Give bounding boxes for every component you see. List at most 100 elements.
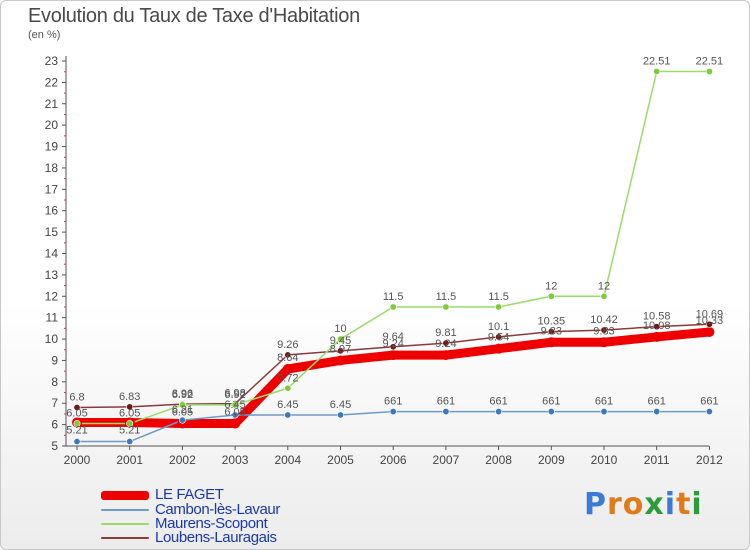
data-label: 10.1 (488, 321, 509, 333)
data-point (442, 408, 450, 416)
data-point (705, 67, 713, 75)
data-label: 9.24 (382, 338, 403, 350)
data-point (600, 408, 608, 416)
data-label: 10.69 (696, 308, 724, 320)
data-label: 9.24 (435, 338, 456, 350)
data-point (546, 337, 557, 348)
data-label: 6.21 (172, 404, 193, 416)
data-label: 8.97 (330, 343, 351, 355)
data-point (73, 403, 81, 411)
y-tick-label: 16 (45, 204, 59, 218)
data-label: 6.98 (224, 388, 245, 400)
data-point (495, 303, 503, 311)
data-point (73, 420, 81, 428)
data-point (442, 339, 450, 347)
data-point (547, 408, 555, 416)
data-point (599, 337, 609, 348)
data-label: 6.05 (66, 408, 87, 420)
data-label: 5.21 (66, 425, 87, 437)
data-label: 6.83 (119, 391, 140, 403)
y-tick-label: 15 (45, 225, 59, 239)
data-label: 10.08 (643, 320, 671, 332)
y-tick-label: 12 (45, 289, 59, 303)
x-tick-label: 2011 (644, 453, 670, 467)
data-label: 6.05 (119, 408, 140, 420)
y-tick-label: 22 (45, 75, 59, 89)
y-tick-label: 23 (45, 54, 59, 68)
data-point (336, 335, 344, 343)
data-point (284, 351, 292, 359)
data-point (495, 408, 503, 416)
data-point (388, 350, 399, 361)
data-label: 10.58 (643, 311, 671, 323)
data-label: 11.5 (488, 291, 509, 303)
data-label: 5.21 (119, 425, 140, 437)
y-tick-label: 9 (51, 353, 58, 367)
chart-title: Evolution du Taux de Taxe d'Habitation (28, 5, 360, 27)
data-point (73, 438, 81, 446)
y-tick-label: 6 (51, 418, 58, 432)
data-point (440, 350, 451, 361)
data-point (705, 408, 713, 416)
data-label: 661 (700, 396, 718, 408)
logo-letter: o (622, 487, 645, 522)
data-label: 12 (598, 280, 610, 292)
logo-letter: i (664, 487, 677, 522)
data-point (126, 403, 134, 411)
data-point (651, 331, 662, 342)
data-point (705, 320, 713, 328)
data-point (600, 326, 608, 334)
data-point (442, 303, 450, 311)
data-point (547, 328, 555, 336)
data-label: 9.54 (488, 332, 509, 344)
x-tick-label: 2001 (116, 453, 143, 467)
data-label: 6.45 (277, 399, 298, 411)
data-label: 9.26 (277, 339, 298, 351)
data-label: 661 (648, 396, 666, 408)
logo-letter: r (607, 487, 623, 522)
data-label: 9.45 (330, 335, 351, 347)
legend-swatch (101, 537, 149, 539)
data-label: 6.45 (330, 399, 351, 411)
data-label: 11.5 (383, 291, 404, 303)
data-point (336, 411, 344, 419)
data-label: 10 (334, 323, 346, 335)
legend-item-maurens: Maurens-Scopont (101, 516, 268, 531)
data-label: 8.64 (277, 352, 298, 364)
y-tick-label: 14 (45, 247, 59, 261)
x-tick-label: 2002 (169, 453, 196, 467)
x-tick-label: 2008 (485, 453, 512, 467)
legend-label: LE FAGET (155, 486, 224, 503)
y-tick-label: 7 (51, 396, 58, 410)
data-point (653, 67, 661, 75)
y-tick-label: 10 (45, 332, 59, 346)
data-point (231, 411, 239, 419)
x-tick-label: 2012 (696, 453, 723, 467)
legend-item-le-faget: LE FAGET (101, 486, 224, 503)
data-label: 12 (545, 280, 557, 292)
data-point (389, 303, 397, 311)
y-tick-label: 18 (45, 161, 59, 175)
data-point (178, 401, 186, 409)
data-label: 9.83 (593, 325, 614, 337)
logo-letter: P (584, 487, 607, 522)
data-label: 6.05 (224, 407, 245, 419)
data-point (493, 343, 504, 354)
data-label: 661 (595, 396, 613, 408)
data-label: 22.51 (696, 55, 724, 67)
data-label: 7.72 (277, 372, 298, 384)
series-line (76, 70, 711, 425)
data-label: 9.81 (435, 327, 456, 339)
y-tick-label: 21 (45, 97, 59, 111)
data-label: 10.33 (696, 315, 724, 327)
data-point (230, 418, 241, 429)
data-label: 11.5 (436, 291, 457, 303)
data-point (547, 292, 555, 300)
data-label: 9.64 (382, 331, 403, 343)
data-point (335, 355, 346, 366)
data-point (282, 364, 293, 374)
x-tick-label: 2006 (380, 453, 407, 467)
y-tick-label: 13 (45, 268, 59, 282)
